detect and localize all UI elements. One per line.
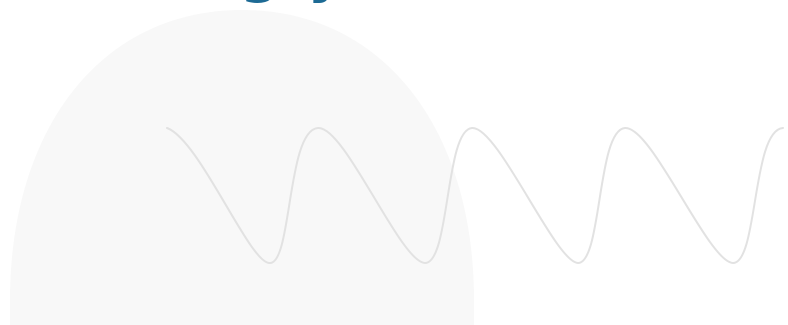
heading-text: gry [240,0,344,4]
cropped-heading-text: gry [240,0,460,4]
wave-stroke [167,128,783,263]
